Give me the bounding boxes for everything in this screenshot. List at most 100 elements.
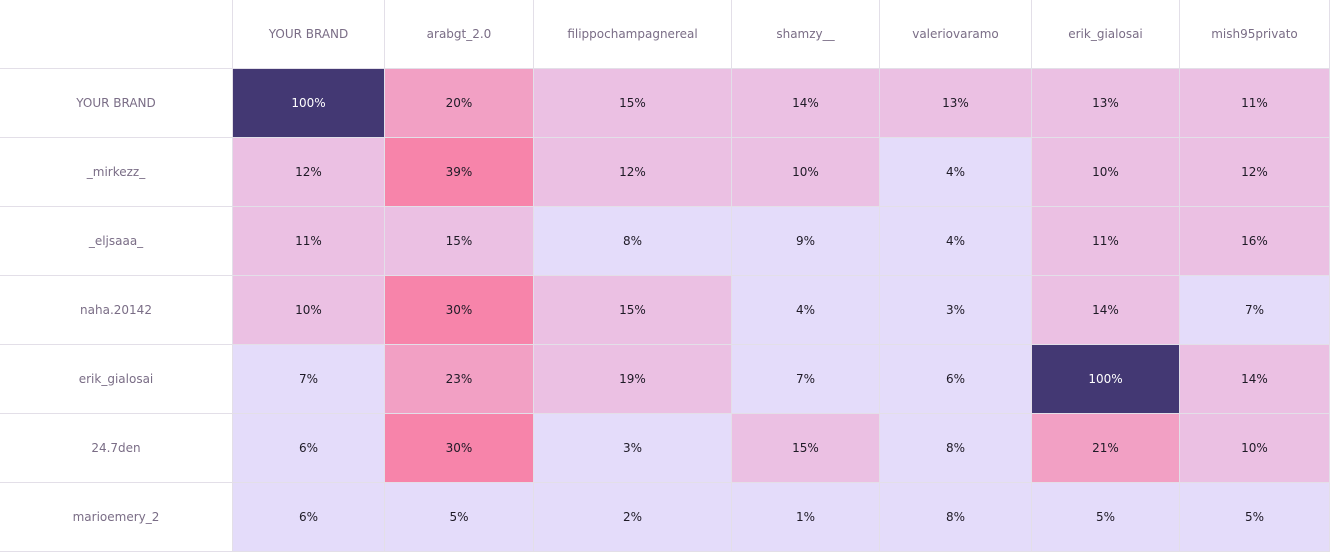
column-header: shamzy__ [732, 0, 880, 69]
cell-label: 10% [1092, 165, 1119, 179]
row-header: 24.7den [0, 414, 233, 483]
cell-label: 15% [445, 234, 473, 248]
column-header: YOUR BRAND [233, 0, 385, 69]
heat-cell: 14% [1032, 276, 1180, 345]
heat-cell: 3% [880, 276, 1032, 345]
cell-label: 4% [945, 234, 966, 248]
heat-cell: 7% [1180, 276, 1330, 345]
heat-cell: 12% [1180, 138, 1330, 207]
heat-cell: 20% [385, 69, 534, 138]
cell-label: 100% [1088, 372, 1123, 386]
heat-cell: 3% [534, 414, 732, 483]
heat-cell: 5% [1032, 483, 1180, 552]
cell-label: 19% [619, 372, 646, 386]
row-header: YOUR BRAND [0, 69, 233, 138]
heat-cell: 6% [233, 414, 385, 483]
row-header: _eljsaaa_ [0, 207, 233, 276]
heat-cell: 1% [732, 483, 880, 552]
heat-cell: 12% [233, 138, 385, 207]
cell-label: 39% [445, 165, 473, 179]
heat-cell: 15% [534, 69, 732, 138]
cell-label: 3% [945, 303, 966, 317]
heat-cell: 5% [1180, 483, 1330, 552]
cell-label: 10% [792, 165, 819, 179]
heat-cell: 11% [233, 207, 385, 276]
cell-label: 11% [295, 234, 322, 248]
heat-cell: 12% [534, 138, 732, 207]
heat-cell: 16% [1180, 207, 1330, 276]
heat-cell: 30% [385, 414, 534, 483]
cell-label: 30% [445, 303, 473, 317]
heat-cell: 7% [233, 345, 385, 414]
cell-label: 11% [1241, 96, 1268, 110]
cell-label: 15% [619, 96, 646, 110]
column-header: erik_gialosai [1032, 0, 1180, 69]
heat-cell: 2% [534, 483, 732, 552]
cell-label: 7% [795, 372, 816, 386]
cell-label: 21% [1092, 441, 1119, 455]
heat-cell: 30% [385, 276, 534, 345]
row-header: naha.20142 [0, 276, 233, 345]
heat-cell: 7% [732, 345, 880, 414]
heat-cell: 13% [1032, 69, 1180, 138]
heat-cell: 13% [880, 69, 1032, 138]
heat-cell: 14% [1180, 345, 1330, 414]
heat-cell: 4% [880, 138, 1032, 207]
heat-cell: 23% [385, 345, 534, 414]
heat-cell: 10% [233, 276, 385, 345]
heat-cell: 15% [732, 414, 880, 483]
cell-label: 2% [622, 510, 643, 524]
heat-cell: 4% [880, 207, 1032, 276]
heat-cell: 100% [233, 69, 385, 138]
cell-label: 6% [945, 372, 966, 386]
corner [0, 0, 233, 69]
cell-label: 20% [445, 96, 473, 110]
cell-label: 14% [792, 96, 819, 110]
cell-label: 15% [619, 303, 646, 317]
heat-cell: 8% [880, 414, 1032, 483]
cell-label: 100% [291, 96, 326, 110]
cell-label: 10% [1241, 441, 1268, 455]
heat-cell: 100% [1032, 345, 1180, 414]
heat-cell: 39% [385, 138, 534, 207]
heat-cell: 8% [534, 207, 732, 276]
cell-label: 12% [619, 165, 646, 179]
heat-cell: 10% [732, 138, 880, 207]
heat-cell: 21% [1032, 414, 1180, 483]
cell-label: 16% [1241, 234, 1268, 248]
heat-cell: 15% [385, 207, 534, 276]
heat-cell: 10% [1180, 414, 1330, 483]
heat-cell: 11% [1180, 69, 1330, 138]
cell-label: 23% [445, 372, 473, 386]
cell-label: 7% [298, 372, 319, 386]
cell-label: 14% [1241, 372, 1268, 386]
heat-cell: 5% [385, 483, 534, 552]
cell-label: 11% [1092, 234, 1119, 248]
column-header: valeriovaramo [880, 0, 1032, 69]
column-header: mish95privato [1180, 0, 1330, 69]
heat-cell: 6% [880, 345, 1032, 414]
heat-cell: 9% [732, 207, 880, 276]
column-header: arabgt_2.0 [385, 0, 534, 69]
cell-label: 12% [1241, 165, 1268, 179]
cell-label: 7% [1244, 303, 1265, 317]
row-header: _mirkezz_ [0, 138, 233, 207]
cell-label: 8% [945, 510, 966, 524]
cell-label: 8% [622, 234, 643, 248]
heat-cell: 14% [732, 69, 880, 138]
cell-label: 5% [449, 510, 469, 524]
heat-cell: 8% [880, 483, 1032, 552]
cell-label: 9% [795, 234, 816, 248]
cell-label: 12% [295, 165, 322, 179]
column-header: filippochampagnereal [534, 0, 732, 69]
cell-label: 1% [795, 510, 816, 524]
heat-cell: 19% [534, 345, 732, 414]
cell-label: 4% [945, 165, 966, 179]
cell-label: 15% [792, 441, 819, 455]
cell-label: 13% [942, 96, 969, 110]
cell-label: 4% [795, 303, 816, 317]
cell-label: 6% [298, 441, 319, 455]
cell-label: 30% [445, 441, 473, 455]
heat-cell: 6% [233, 483, 385, 552]
cell-label: 5% [1095, 510, 1116, 524]
